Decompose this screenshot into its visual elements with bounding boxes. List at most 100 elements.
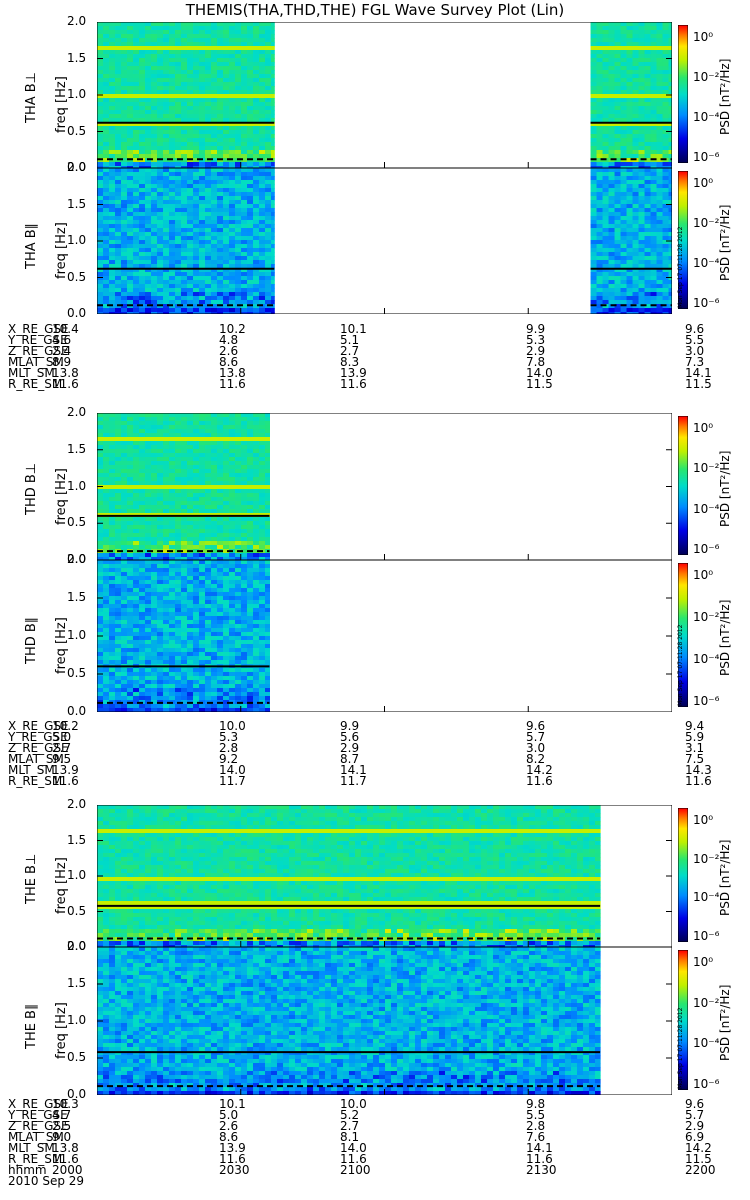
colorbar-step — [678, 993, 688, 995]
colorbar-step — [678, 1038, 688, 1040]
colorbar-step — [678, 427, 688, 429]
y-tick-label: 1.0 — [67, 478, 87, 493]
colorbar-step — [678, 692, 688, 694]
ephemeris-value: 13.9 — [219, 1141, 246, 1155]
ephemeris-name: Z_RE_GSE — [8, 741, 69, 755]
colorbar-step — [678, 160, 688, 162]
colorbar-step — [678, 452, 688, 454]
colorbar-step — [678, 884, 688, 886]
colorbar-step — [678, 215, 688, 217]
colorbar-step — [678, 688, 688, 690]
colorbar-step — [678, 957, 688, 959]
colorbar-step — [678, 926, 688, 928]
colorbar-step — [678, 637, 688, 639]
colorbar-step — [678, 267, 688, 269]
y-tick-label: 0.5 — [67, 269, 87, 284]
colorbar-step — [678, 68, 688, 70]
ephemeris-value: 10.0 — [340, 1097, 367, 1111]
colorbar-step — [678, 815, 688, 817]
colorbar-step — [678, 1088, 688, 1090]
spectrogram-panel — [97, 413, 672, 560]
colorbar-step — [678, 607, 688, 609]
colorbar-step — [678, 454, 688, 456]
colorbar-step — [678, 828, 688, 830]
colorbar-step — [678, 812, 688, 814]
colorbar-step — [678, 878, 688, 880]
colorbar-step — [678, 519, 688, 521]
ephemeris-value: 2.7 — [340, 344, 360, 358]
colorbar-step — [678, 839, 688, 841]
colorbar-step — [678, 120, 688, 122]
ephemeris-value: 5.0 — [52, 730, 72, 744]
ephemeris-value: 2.9 — [340, 741, 360, 755]
ephemeris-value: 2.6 — [219, 1119, 239, 1133]
colorbar-step — [678, 106, 688, 108]
ephemeris-value: 9.5 — [52, 752, 72, 766]
colorbar-step — [678, 965, 688, 967]
colorbar-step — [678, 624, 688, 626]
y-tick-label: 1.5 — [67, 441, 87, 456]
colorbar-step — [678, 1006, 688, 1008]
colorbar-step — [678, 438, 688, 440]
colorbar-step — [678, 587, 688, 589]
ephemeris-value: 14.0 — [526, 366, 553, 380]
colorbar-step — [678, 293, 688, 295]
colorbar-step — [678, 430, 688, 432]
colorbar-step — [678, 158, 688, 160]
colorbar-step — [678, 651, 688, 653]
colorbar-step — [678, 416, 688, 418]
colorbar-step — [678, 460, 688, 462]
colorbar-step — [678, 247, 688, 249]
y-tick-label: 0.0 — [67, 160, 87, 174]
colorbar-step — [678, 499, 688, 501]
ephemeris-value: 11.6 — [685, 774, 712, 788]
colorbar-step — [678, 476, 688, 478]
ephemeris-name: MLT_SM — [8, 366, 55, 380]
colorbar-step — [678, 125, 688, 127]
colorbar-step — [678, 1085, 688, 1087]
colorbar-step — [678, 509, 688, 511]
colorbar-step — [678, 481, 688, 483]
ephemeris-value: 2.8 — [526, 1119, 546, 1133]
colorbar-step — [678, 495, 688, 497]
timestamp-stamp: Mon Sep 17 07:11:28 2012 — [677, 624, 684, 706]
colorbar-step — [678, 876, 688, 878]
colorbar-step — [678, 887, 688, 889]
colorbar-step — [678, 26, 688, 28]
colorbar-step — [678, 480, 688, 482]
colorbar-step — [678, 564, 688, 566]
colorbar-tick-label: 10⁻² — [693, 851, 720, 866]
colorbar-step — [678, 901, 688, 903]
colorbar-step — [678, 826, 688, 828]
colorbar-step — [678, 287, 688, 289]
colorbar-step — [678, 66, 688, 68]
colorbar-step — [678, 627, 688, 629]
colorbar-step — [678, 117, 688, 119]
ephemeris-value: 11.7 — [340, 774, 367, 788]
ephemeris-value: 11.6 — [219, 377, 246, 391]
colorbar-step — [678, 49, 688, 51]
colorbar-step — [678, 565, 688, 567]
colorbar-step — [678, 494, 688, 496]
colorbar-step — [678, 693, 688, 695]
colorbar-step — [678, 601, 688, 603]
colorbar-tick-label: 10⁰ — [693, 568, 714, 582]
ephemeris-name: Y_RE_GSE — [8, 333, 68, 347]
colorbar-step — [678, 147, 688, 149]
colorbar-step — [678, 1003, 688, 1005]
colorbar-step — [678, 994, 688, 996]
colorbar-step — [678, 977, 688, 979]
colorbar-step — [678, 603, 688, 605]
ephemeris-value: 2.7 — [340, 1119, 360, 1133]
ephemeris-value: 4.7 — [52, 1108, 72, 1122]
colorbar-step — [678, 485, 688, 487]
colorbar-step — [678, 423, 688, 425]
colorbar-step — [678, 279, 688, 281]
colorbar-step — [678, 542, 688, 544]
colorbar-step — [678, 574, 688, 576]
colorbar-step — [678, 224, 688, 226]
colorbar-step — [678, 231, 688, 233]
colorbar-step — [678, 174, 688, 176]
ephemeris-name: MLAT_SM — [8, 355, 64, 369]
colorbar-step — [678, 575, 688, 577]
